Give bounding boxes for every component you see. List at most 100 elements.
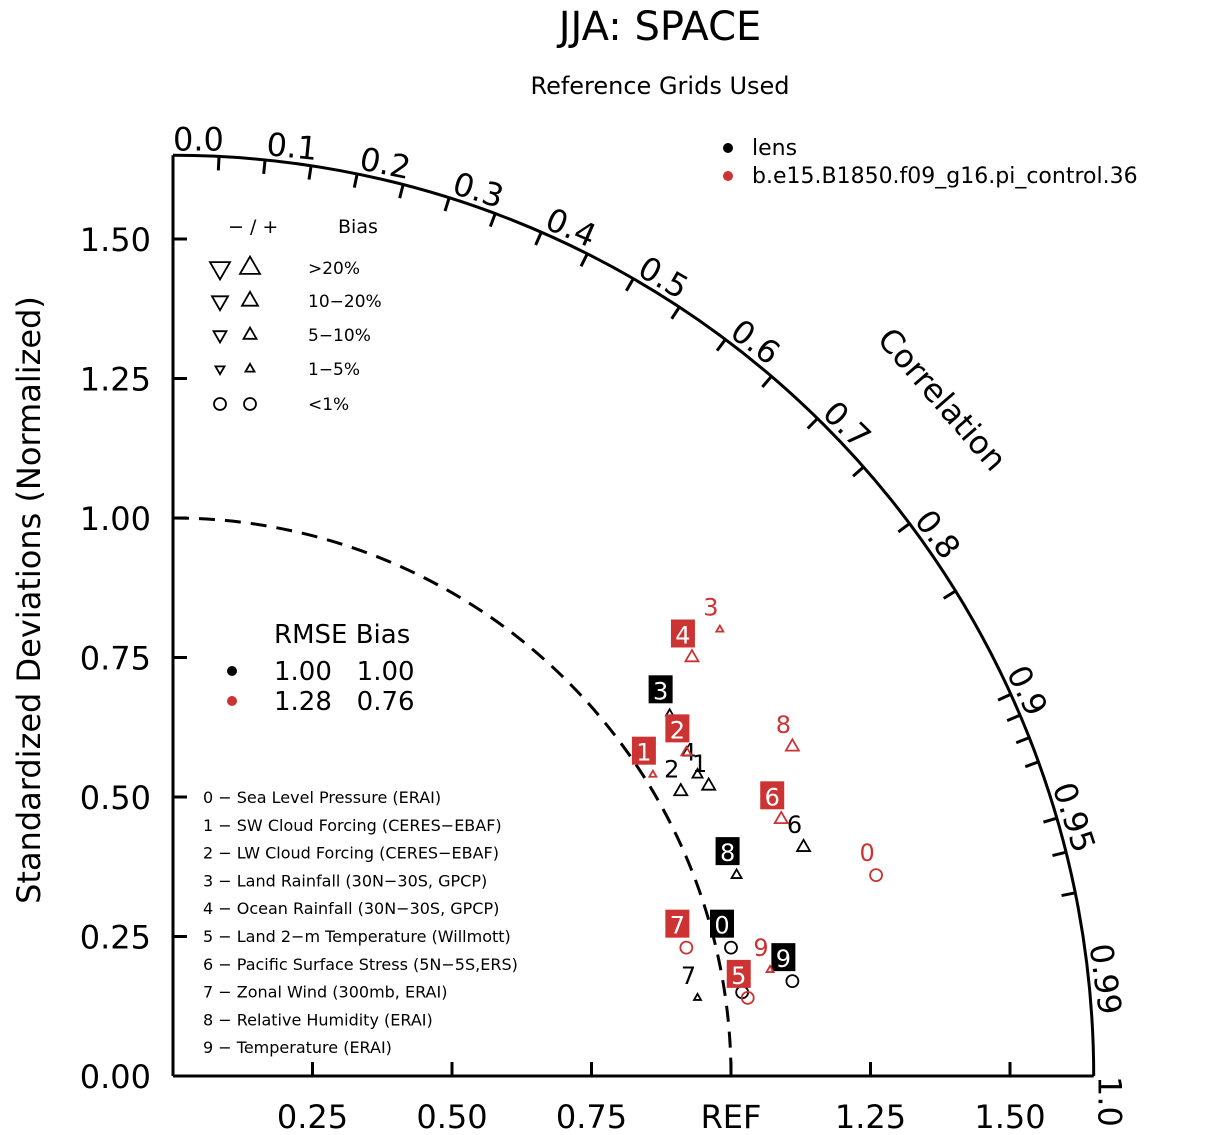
correlation-tick-mark [806,417,819,430]
correlation-tick-mark [1024,760,1039,769]
correlation-tick-mark [997,692,1012,702]
legend-marker-control [723,171,733,181]
bias-legend-down-triangle [208,261,232,282]
correlation-tick-mark [216,156,221,171]
point-label: 8 [720,839,735,867]
point-label: 3 [653,677,668,705]
y-tick-label: 1.25 [80,361,151,399]
bias-legend-level-label: 5−10% [308,326,371,346]
point-marker-circle [724,940,738,955]
bias-legend-down-triangle [211,330,229,345]
point-marker-triangle [690,767,705,779]
correlation-tick-mark [625,277,635,292]
point-label: 5 [731,962,746,990]
point-label: 6 [765,783,780,811]
point-label: 4 [681,739,696,767]
correlation-tick-mark [1043,816,1058,824]
correlation-tick-mark [897,522,911,534]
point-marker-triangle [730,867,744,879]
point-marker-circle [785,974,800,989]
chart-subtitle: Reference Grids Used [530,72,789,100]
correlation-tick-mark [262,159,267,174]
point-label-box [726,959,751,988]
variable-list-item: 9 − Temperature (ERAI) [203,1038,392,1057]
correlation-tick-label: 0.8 [907,503,968,567]
correlation-tick-mark [352,173,359,188]
correlation-tick-mark [942,589,957,600]
point-label: 2 [670,716,685,744]
correlation-tick-mark [398,184,405,199]
rmse-values-control: 1.28 0.76 [274,687,415,717]
variable-list: 0 − Sea Level Pressure (ERAI) 1 − SW Clou… [203,788,518,1057]
point-marker-triangle [765,964,776,973]
axes-layer [171,153,1096,1078]
y-tick-label: 1.00 [80,500,151,538]
point-marker-circle [869,868,883,883]
y-axis-label: Standardized Deviations (Normalized) [10,296,48,904]
point-marker-triangle [692,992,703,1001]
bias-legend-down-triangle [210,295,230,312]
correlation-tick-mark [1052,850,1067,858]
point-label-box [631,736,656,765]
legend-marker-lens [723,143,733,153]
variable-list-item: 5 − Land 2−m Temperature (Willmott) [203,927,511,946]
bias-legend-up-triangle [243,362,257,373]
correlation-tick-label: 0.5 [632,248,695,306]
reference-arc [172,516,733,1077]
bias-legend-down-triangle [213,365,227,376]
variable-list-item: 0 − Sea Level Pressure (ERAI) [203,788,441,807]
point-label-box [760,781,785,810]
bias-legend-level-label: 10−20% [308,292,382,312]
point-marker-triangle [714,623,725,633]
bias-legend-level-label: >20% [308,259,360,279]
bias-legend-up-triangle [241,325,259,340]
correlation-tick-label: 0.4 [540,200,602,255]
y-tick-label: 0.50 [80,779,151,817]
bias-legend-up-triangle [238,254,262,275]
rmse-marker-control [227,696,237,706]
x-tick-label: 1.50 [974,1098,1045,1135]
variable-list-item: 7 − Zonal Wind (300mb, ERAI) [203,983,447,1002]
point-label-box [648,675,673,704]
correlation-tick-mark [1061,891,1076,898]
bias-legend-title: Bias [338,216,378,238]
point-marker-triangle [647,768,658,778]
variable-list-item: 3 − Land Rainfall (30N−30S, GPCP) [203,871,487,890]
point-label-box [715,837,740,866]
rmse-legend: RMSE Bias 1.00 1.00 1.28 0.76 [227,620,415,717]
point-label: 9 [776,945,791,973]
variable-list-item: 8 − Relative Humidity (ERAI) [203,1010,433,1029]
y-tick-label: 0.25 [80,919,151,957]
correlation-tick-label: 0.95 [1045,778,1103,858]
y-tick-label: 1.50 [80,221,151,259]
point-marker-triangle [683,648,700,663]
correlation-tick-mark [715,338,727,352]
series-legend: lens b.e15.B1850.f09_g16.pi_control.36 [723,136,1138,189]
correlation-tick-mark [443,197,451,212]
point-marker-triangle [795,837,812,852]
point-label: 7 [681,962,696,990]
point-label-box [670,619,695,648]
x-tick-label: REF [701,1098,762,1135]
correlation-tick-label: 0.0 [173,120,224,158]
correlation-tick-mark [534,231,543,246]
point-label: 3 [703,594,718,622]
variable-list-item: 6 − Pacific Surface Stress (5N−5S,ERS) [203,955,518,974]
correlation-tick-mark [761,375,773,388]
correlation-tick-mark [852,465,865,478]
y-tick-label: 0.00 [80,1058,151,1096]
point-marker-circle [679,940,694,955]
point-label: 7 [670,912,685,940]
point-marker-triangle [773,810,790,825]
correlation-tick-label: 1.0 [1091,1076,1129,1127]
bias-legend-header: − / + [228,216,278,238]
bias-legend: − / + Bias >20% 10−20% 5−10% 1−5% <1% [208,216,382,415]
chart-title: JJA: SPACE [556,4,762,50]
point-label: 0 [714,912,729,940]
point-label: 9 [753,934,768,962]
outer-arc [172,153,1096,1077]
bias-legend-circle [243,397,257,411]
point-label-box [710,909,734,938]
correlation-tick-label: 0.1 [265,125,319,168]
